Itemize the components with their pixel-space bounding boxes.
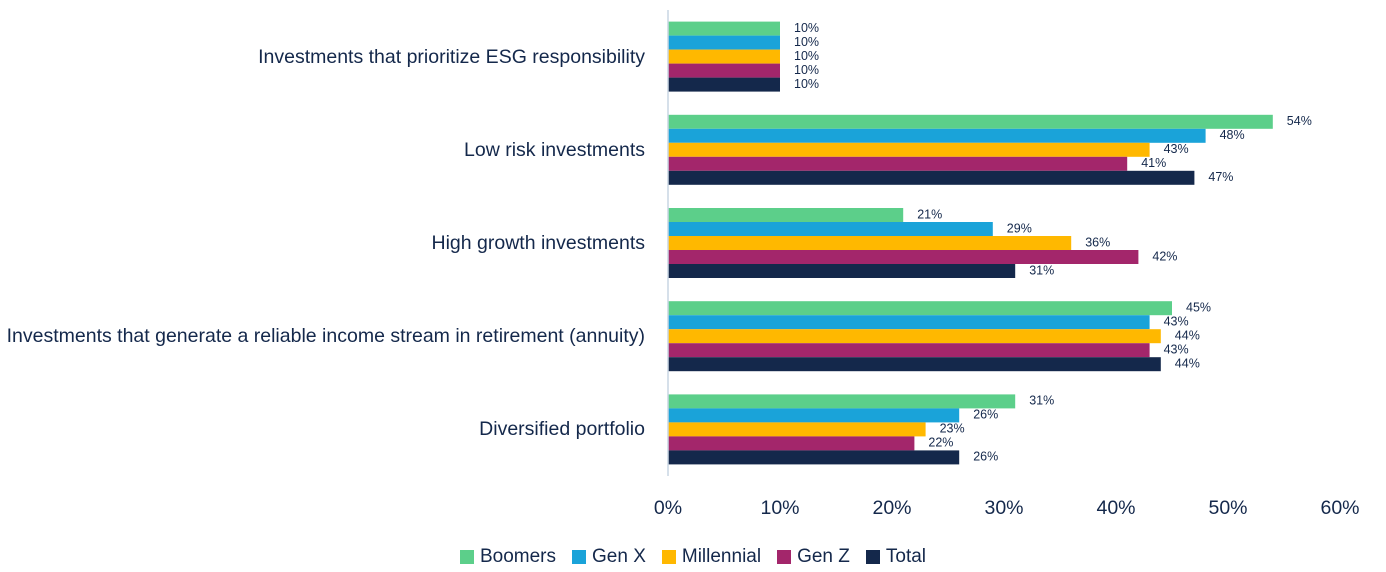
x-tick-label: 30%: [984, 497, 1023, 519]
category-text: High growth investments: [431, 232, 645, 254]
bar: [668, 21, 780, 36]
category-label: High growth investments: [431, 230, 645, 256]
x-tick-label: 0%: [654, 497, 682, 519]
bar: [668, 128, 1206, 143]
bar: [668, 343, 1150, 358]
value-label: 48%: [1220, 128, 1245, 142]
bar: [668, 142, 1150, 157]
value-label: 43%: [1164, 342, 1189, 356]
x-tick-label: 60%: [1320, 497, 1359, 519]
value-label: 29%: [1007, 221, 1032, 235]
x-tick-label: 40%: [1096, 497, 1135, 519]
category-text: Low risk investments: [464, 138, 645, 161]
bar: [668, 208, 904, 222]
bar: [668, 77, 780, 92]
bar: [668, 264, 1016, 278]
legend-swatch: [865, 550, 880, 564]
bar: [668, 250, 1139, 264]
legend-label: Gen Z: [797, 546, 850, 567]
x-tick-label: 50%: [1208, 497, 1247, 519]
legend-swatch: [777, 550, 792, 564]
value-label: 45%: [1186, 300, 1211, 314]
value-label: 10%: [794, 21, 819, 35]
legend: Boomers Gen X Millennial Gen Z Total: [0, 546, 1386, 568]
category-label: Investments that generate a reliable inc…: [7, 323, 645, 349]
x-tick-label: 10%: [760, 497, 799, 519]
value-label: 10%: [794, 49, 819, 63]
category-label: Diversified portfolio: [479, 416, 645, 442]
bar: [668, 357, 1161, 372]
bar: [668, 170, 1195, 185]
legend-swatch: [459, 550, 474, 564]
bar: [668, 315, 1150, 330]
legend-item: Millennial: [661, 546, 762, 568]
value-label: 26%: [973, 408, 998, 422]
bar: [668, 329, 1161, 344]
bar: [668, 422, 926, 437]
value-label: 22%: [928, 436, 953, 450]
value-label: 47%: [1208, 170, 1233, 184]
legend-label: Gen X: [592, 546, 646, 567]
bar: [668, 301, 1172, 316]
legend-item: Boomers: [459, 546, 556, 568]
legend-label: Millennial: [681, 546, 762, 567]
legend-label: Boomers: [479, 546, 556, 567]
value-label: 54%: [1287, 114, 1312, 128]
value-label: 43%: [1164, 314, 1189, 328]
bar: [668, 236, 1072, 250]
value-label: 44%: [1175, 328, 1200, 342]
value-label: 42%: [1152, 249, 1177, 263]
category-text: Diversified portfolio: [479, 418, 645, 441]
value-label: 43%: [1164, 142, 1189, 156]
bar: [668, 35, 780, 50]
category-text: Investments that prioritize ESG responsi…: [258, 45, 645, 68]
bar: [668, 436, 915, 451]
value-label: 31%: [1029, 394, 1054, 408]
value-label: 10%: [794, 77, 819, 91]
legend-label: Total: [885, 546, 927, 567]
bar: [668, 114, 1273, 129]
legend-item: Total: [865, 546, 927, 568]
value-label: 10%: [794, 63, 819, 77]
legend-item: Gen X: [572, 546, 646, 568]
bar: [668, 49, 780, 64]
value-label: 21%: [917, 207, 942, 221]
category-label: Low risk investments: [464, 137, 645, 163]
value-label: 23%: [940, 422, 965, 436]
x-tick-label: 20%: [872, 497, 911, 519]
bar: [668, 408, 960, 423]
value-label: 36%: [1085, 235, 1110, 249]
bar: [668, 222, 993, 236]
category-label: Investments that prioritize ESG responsi…: [258, 44, 645, 70]
value-label: 44%: [1175, 356, 1200, 370]
bar: [668, 394, 1016, 409]
legend-swatch: [572, 550, 586, 564]
legend-swatch: [661, 550, 676, 564]
bar: [668, 450, 960, 465]
value-label: 26%: [973, 450, 998, 464]
value-label: 10%: [794, 35, 819, 49]
legend-item: Gen Z: [777, 546, 850, 568]
value-label: 31%: [1029, 263, 1054, 277]
category-text: Investments that generate a reliable inc…: [6, 325, 645, 348]
value-label: 41%: [1141, 156, 1166, 170]
bar: [668, 156, 1128, 171]
bar: [668, 63, 780, 78]
